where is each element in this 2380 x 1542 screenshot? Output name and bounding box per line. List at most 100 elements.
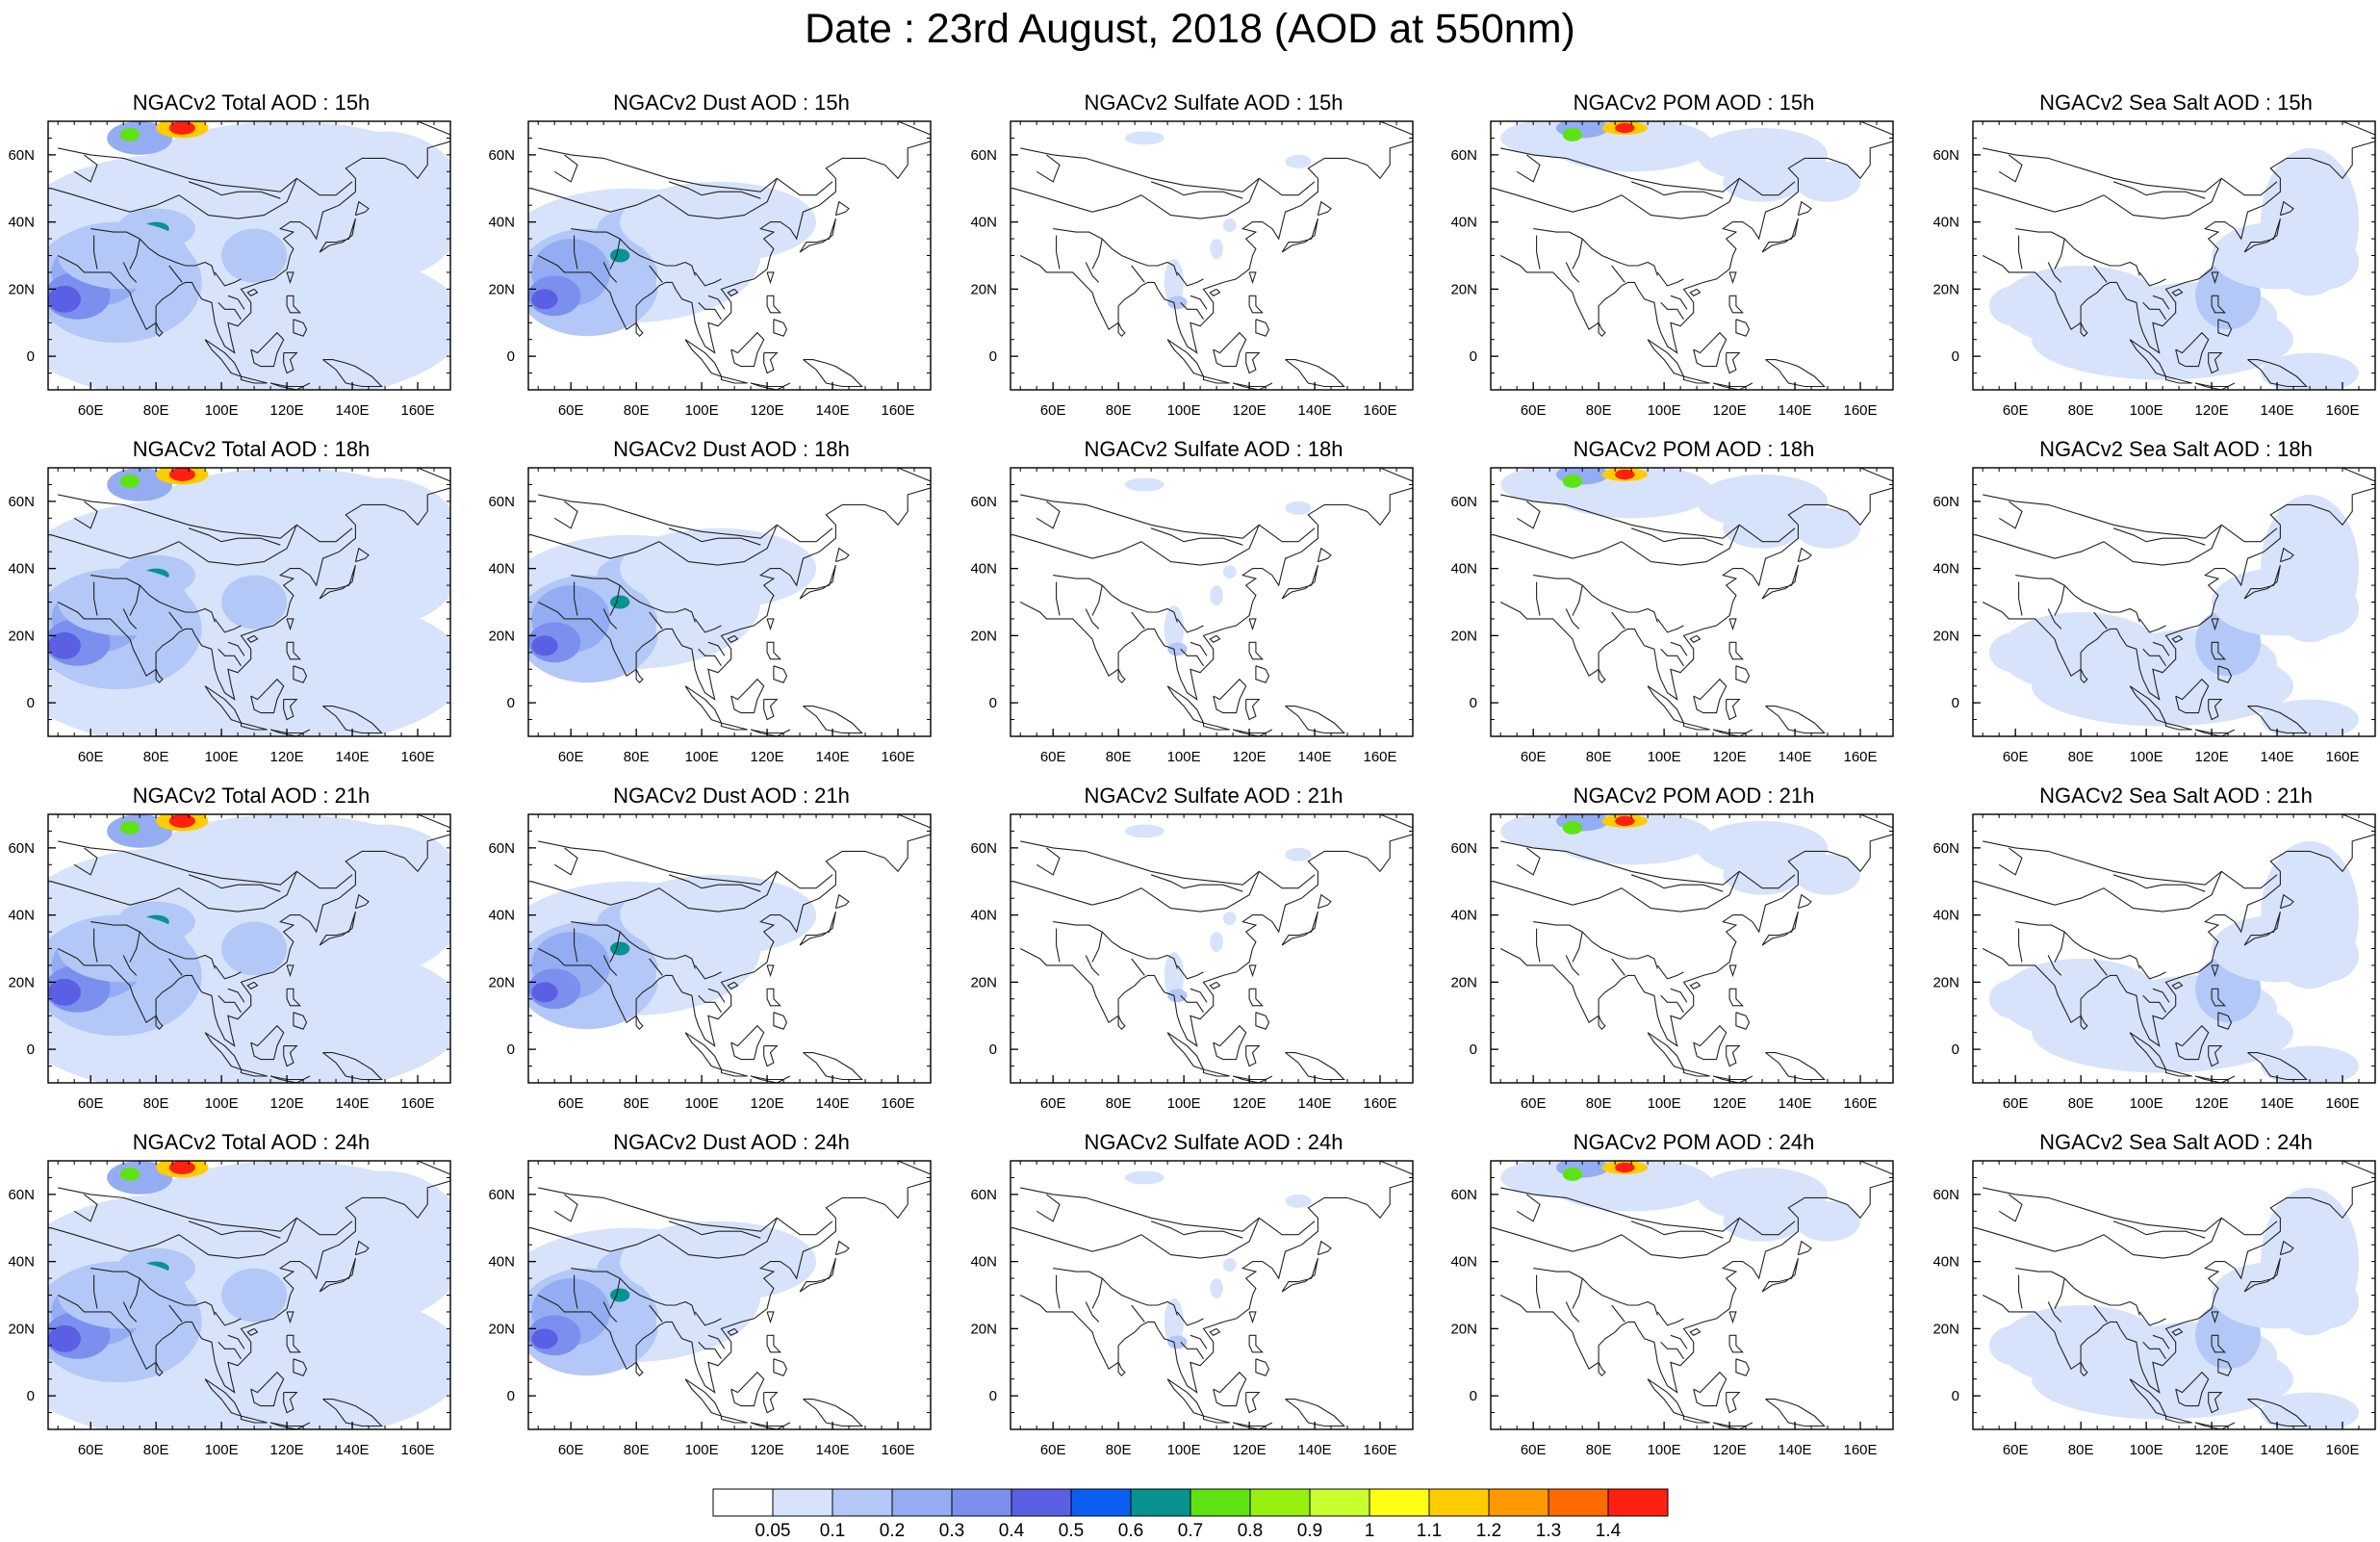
coastline <box>1209 981 1221 989</box>
lon-tick-label: 160E <box>1843 749 1877 765</box>
coastline <box>803 359 863 388</box>
coastline <box>51 525 297 566</box>
map-panel-total-1: 60E 80E 100E 120E 140E 160E 60N 40N 20N 0 NGACv2 T… <box>0 433 481 775</box>
lon-tick-label: 140E <box>816 1095 850 1112</box>
coastline <box>93 235 98 270</box>
coastline <box>538 840 833 889</box>
coastline <box>188 181 281 199</box>
coastline <box>684 685 723 725</box>
coastline <box>766 988 782 1007</box>
lat-tick-label: 60N <box>1450 494 1477 510</box>
lat-tick-label: 60N <box>1932 494 1959 510</box>
coastline <box>602 262 618 283</box>
coastline <box>834 893 850 910</box>
coastline <box>1983 1187 2278 1236</box>
lat-tick-label: 60N <box>1450 1187 1477 1203</box>
lon-tick-label: 80E <box>624 402 650 419</box>
coastline <box>538 494 833 543</box>
coastline <box>1285 359 1345 388</box>
coastline <box>322 1399 383 1427</box>
coastline <box>2129 1032 2167 1071</box>
coastline <box>1131 265 1145 283</box>
coastline <box>1656 618 1684 633</box>
coastline <box>1598 1015 1606 1030</box>
lat-tick-label: 20N <box>8 628 35 644</box>
coastline <box>1983 494 2278 543</box>
coastline <box>129 1277 141 1309</box>
lon-tick-label: 120E <box>1233 1442 1267 1458</box>
aod-field-patch <box>1164 604 1185 653</box>
coastline <box>1317 1240 1332 1256</box>
coastline <box>2342 814 2375 829</box>
coastline <box>2211 1311 2219 1324</box>
coastline <box>214 1311 242 1326</box>
coastline <box>2112 1221 2206 1239</box>
coastline <box>155 669 164 683</box>
aod-field-patch <box>655 1295 722 1349</box>
lon-tick-label: 140E <box>816 1442 850 1458</box>
coastline <box>897 121 931 136</box>
coastline <box>2018 581 2023 616</box>
coastline <box>155 322 164 337</box>
coastline <box>1053 1268 1178 1316</box>
coastline <box>1248 988 1265 1007</box>
coastline <box>218 994 242 1014</box>
lon-tick-label: 140E <box>816 402 850 419</box>
coastline <box>1797 547 1812 563</box>
lon-tick-label: 120E <box>2195 1442 2229 1458</box>
coastline <box>1285 706 1345 734</box>
lon-tick-label: 100E <box>205 749 239 765</box>
lon-tick-label: 140E <box>1298 1095 1332 1112</box>
coastline <box>2164 1415 2192 1424</box>
aod-field-patch <box>2293 1274 2360 1329</box>
lat-tick-label: 20N <box>1450 628 1477 644</box>
coastline <box>2243 911 2281 946</box>
panel-title: NGACv2 POM AOD : 15h <box>1573 90 1815 115</box>
aod-field-patch <box>655 255 722 310</box>
map-panel-dust-0: 60E 80E 100E 120E 140E 160E 60N 40N 20N 0 NGACv2 D… <box>480 87 961 428</box>
coastline <box>531 1218 778 1259</box>
lat-tick-label: 40N <box>488 215 515 231</box>
aod-field-patch <box>1615 122 1635 134</box>
coastline <box>1117 322 1126 337</box>
coastline <box>1598 1362 1606 1376</box>
aod-field-patch <box>1795 507 1861 549</box>
coastline <box>649 265 663 283</box>
coastline <box>1533 575 1658 623</box>
coastline <box>1019 1180 1413 1394</box>
lat-tick-label: 60N <box>970 840 997 857</box>
coastline <box>218 1341 242 1360</box>
coastline <box>1656 271 1684 287</box>
coastline <box>1682 1415 1710 1424</box>
lat-tick-label: 60N <box>1450 840 1477 857</box>
aod-field-patch <box>140 468 435 569</box>
coastline <box>1500 494 1796 543</box>
coastline <box>1735 319 1751 337</box>
coastline <box>1516 501 1541 529</box>
lon-tick-label: 60E <box>2003 749 2029 765</box>
aod-field-patch <box>107 468 173 501</box>
coastline <box>2093 265 2108 283</box>
coastline <box>553 501 578 529</box>
coastline <box>1598 669 1606 683</box>
lon-tick-label: 100E <box>685 1095 719 1112</box>
lon-tick-label: 80E <box>2068 1095 2094 1112</box>
coastline <box>1660 1341 1684 1360</box>
aod-field-patch <box>48 285 81 313</box>
lon-tick-label: 140E <box>2261 1442 2294 1458</box>
coastline <box>707 295 726 310</box>
coastline <box>1020 494 1316 543</box>
lat-tick-label: 20N <box>1932 281 1959 297</box>
coastline <box>2164 375 2192 384</box>
coastline <box>1500 147 1796 196</box>
coastline <box>1693 1024 1727 1061</box>
lon-tick-label: 100E <box>1648 749 1681 765</box>
aod-field-patch <box>168 121 195 135</box>
coastline <box>2279 547 2294 563</box>
coastline <box>168 958 183 976</box>
aod-field-patch <box>48 978 81 1006</box>
coastline <box>707 641 726 656</box>
aod-field-patch <box>1164 258 1185 306</box>
coastline <box>168 265 183 283</box>
lon-tick-label: 160E <box>1363 1095 1396 1112</box>
